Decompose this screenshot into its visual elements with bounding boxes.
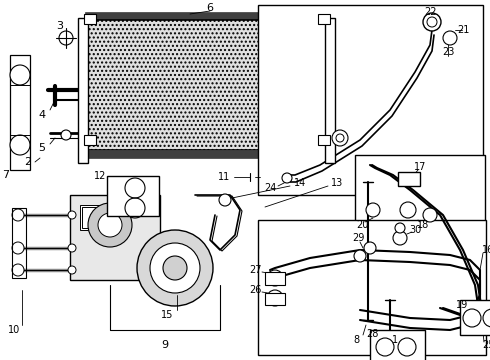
Bar: [325, 18, 335, 163]
Text: 12: 12: [94, 171, 106, 181]
Text: 7: 7: [2, 170, 10, 180]
Bar: [318, 14, 330, 24]
Bar: [84, 14, 96, 24]
Text: 17: 17: [414, 162, 426, 172]
Bar: [370, 330, 425, 360]
Circle shape: [12, 209, 24, 221]
Bar: [12, 208, 26, 278]
Circle shape: [354, 250, 366, 262]
Bar: [10, 55, 30, 170]
Bar: [70, 195, 160, 280]
Text: 30: 30: [409, 225, 421, 235]
Text: 19: 19: [456, 300, 468, 310]
Circle shape: [12, 242, 24, 254]
Circle shape: [88, 203, 132, 247]
Circle shape: [423, 208, 437, 222]
Circle shape: [219, 194, 231, 206]
Text: 11: 11: [218, 172, 230, 182]
Circle shape: [163, 256, 187, 280]
Text: 10: 10: [8, 325, 20, 335]
Text: 2: 2: [24, 157, 31, 167]
Text: 3: 3: [56, 21, 64, 31]
Circle shape: [68, 244, 76, 252]
Circle shape: [137, 230, 213, 306]
Circle shape: [366, 203, 380, 217]
Circle shape: [423, 13, 441, 31]
Bar: [355, 155, 485, 320]
Circle shape: [393, 231, 407, 245]
Text: 24: 24: [264, 183, 276, 193]
Circle shape: [395, 223, 405, 233]
Text: 15: 15: [161, 310, 173, 320]
Circle shape: [98, 213, 122, 237]
Bar: [460, 300, 490, 335]
Text: 25: 25: [482, 340, 490, 350]
Circle shape: [267, 290, 283, 306]
Text: 4: 4: [38, 110, 46, 120]
Text: 5: 5: [39, 143, 46, 153]
Text: 23: 23: [442, 47, 454, 57]
Text: 26: 26: [249, 285, 261, 295]
Text: 29: 29: [352, 233, 364, 243]
Bar: [318, 135, 330, 145]
Circle shape: [10, 65, 30, 85]
Text: 1: 1: [392, 335, 398, 345]
Bar: [80, 205, 110, 230]
Bar: [85, 150, 327, 158]
Circle shape: [282, 173, 292, 183]
Text: 16: 16: [482, 245, 490, 255]
Text: 27: 27: [249, 265, 261, 275]
Bar: [107, 176, 159, 216]
Bar: [265, 293, 285, 305]
Bar: [85, 12, 327, 20]
Circle shape: [332, 130, 348, 146]
Text: 14: 14: [294, 178, 306, 188]
Text: 13: 13: [331, 178, 343, 188]
Text: 20: 20: [356, 220, 368, 230]
Circle shape: [68, 211, 76, 219]
Text: 8: 8: [353, 335, 359, 345]
Bar: [78, 18, 88, 163]
Bar: [398, 172, 420, 186]
Circle shape: [59, 31, 73, 45]
Bar: [85, 20, 327, 150]
Bar: [82, 207, 108, 228]
Circle shape: [443, 31, 457, 45]
Circle shape: [364, 242, 376, 254]
Circle shape: [12, 264, 24, 276]
Text: 28: 28: [366, 329, 378, 339]
Text: 22: 22: [424, 7, 436, 17]
Text: 21: 21: [457, 25, 469, 35]
Circle shape: [10, 135, 30, 155]
Text: 18: 18: [417, 220, 429, 230]
Bar: [265, 272, 285, 285]
Bar: [258, 220, 486, 355]
Bar: [84, 135, 96, 145]
Bar: [258, 5, 483, 195]
Circle shape: [61, 130, 71, 140]
Circle shape: [400, 202, 416, 218]
Circle shape: [68, 266, 76, 274]
Circle shape: [150, 243, 200, 293]
Circle shape: [267, 270, 283, 286]
Text: 9: 9: [161, 340, 169, 350]
Text: 6: 6: [206, 3, 214, 13]
